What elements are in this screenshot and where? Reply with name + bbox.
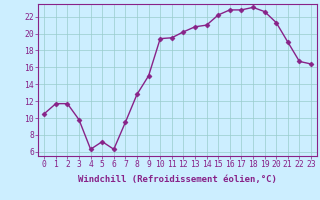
X-axis label: Windchill (Refroidissement éolien,°C): Windchill (Refroidissement éolien,°C): [78, 175, 277, 184]
